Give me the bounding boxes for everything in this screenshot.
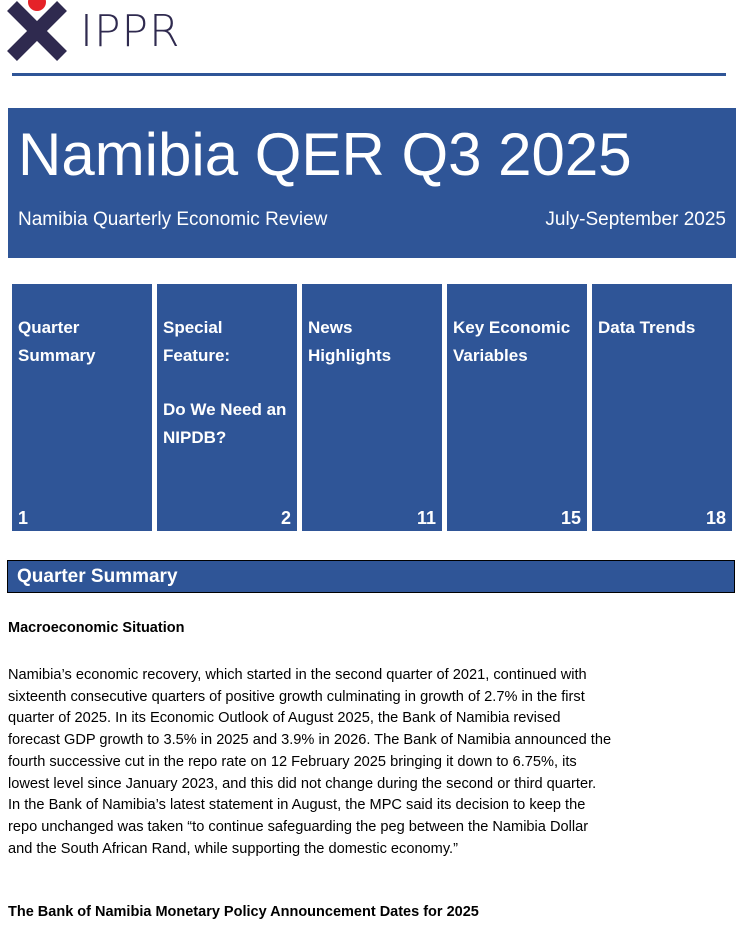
contents-label-wrap: Special Feature: Do We Need an NIPDB? <box>163 314 293 451</box>
ippr-logo: IPPR <box>4 0 204 62</box>
contents-label: Quarter Summary <box>18 318 96 365</box>
paragraph-line: In the Bank of Namibia’s latest statemen… <box>8 797 586 814</box>
header-rule <box>12 73 726 76</box>
paragraph-line: lowest level since January 2023, and thi… <box>8 775 597 792</box>
logo-text: IPPR <box>80 6 181 57</box>
paragraph-line: fourth successive cut in the repo rate o… <box>8 753 577 770</box>
title-banner: Namibia QER Q3 2025 Namibia Quarterly Ec… <box>8 108 736 258</box>
contents-page: 11 <box>416 508 436 528</box>
contents-special-feature[interactable]: Special Feature: Do We Need an NIPDB? 2 <box>157 284 297 531</box>
contents-data-trends[interactable]: Data Trends 18 <box>592 284 732 531</box>
contents-key-economic-variables[interactable]: Key Economic Variables 15 <box>447 284 587 531</box>
macro-paragraph: Namibia’s economic recovery, which start… <box>8 665 611 860</box>
paragraph-line: Namibia’s economic recovery, which start… <box>8 667 587 683</box>
ippr-x-mark-icon <box>7 0 67 61</box>
contents-page: 18 <box>705 508 726 528</box>
section-heading-bar: Quarter Summary <box>7 560 735 593</box>
contents-label: Data Trends <box>598 318 696 337</box>
mpc-heading: The Bank of Namibia Monetary Policy Anno… <box>8 904 479 920</box>
report-subtitle: Namibia Quarterly Economic Review <box>18 209 328 230</box>
contents-page: 1 <box>18 508 29 528</box>
paragraph-line: sixteenth consecutive quarters of positi… <box>8 688 585 705</box>
contents-news-highlights[interactable]: News Highlights 11 <box>302 284 442 531</box>
paragraph-line: forecast GDP growth to 3.5% in 2025 and … <box>8 732 612 749</box>
paragraph-line: and the South African Rand, while suppor… <box>8 840 458 857</box>
paragraph-line: repo unchanged was taken “to continue sa… <box>8 818 589 835</box>
contents-quarter-summary[interactable]: Quarter Summary 1 <box>12 284 152 531</box>
macro-heading: Macroeconomic Situation <box>8 620 185 636</box>
contents-label: Key Economic Variables <box>453 318 571 365</box>
contents-label: News Highlights <box>308 318 392 365</box>
report-period: July-September 2025 <box>545 209 726 230</box>
report-title: Namibia QER Q3 2025 <box>18 121 632 188</box>
section-heading: Quarter Summary <box>17 566 178 587</box>
paragraph-line: quarter of 2025. In its Economic Outlook… <box>8 710 561 727</box>
contents-page: 2 <box>280 508 291 528</box>
contents-label-feature-title: Do We Need an NIPDB? <box>163 400 287 447</box>
contents-label: Special Feature: <box>163 318 231 365</box>
contents-page: 15 <box>560 508 581 528</box>
